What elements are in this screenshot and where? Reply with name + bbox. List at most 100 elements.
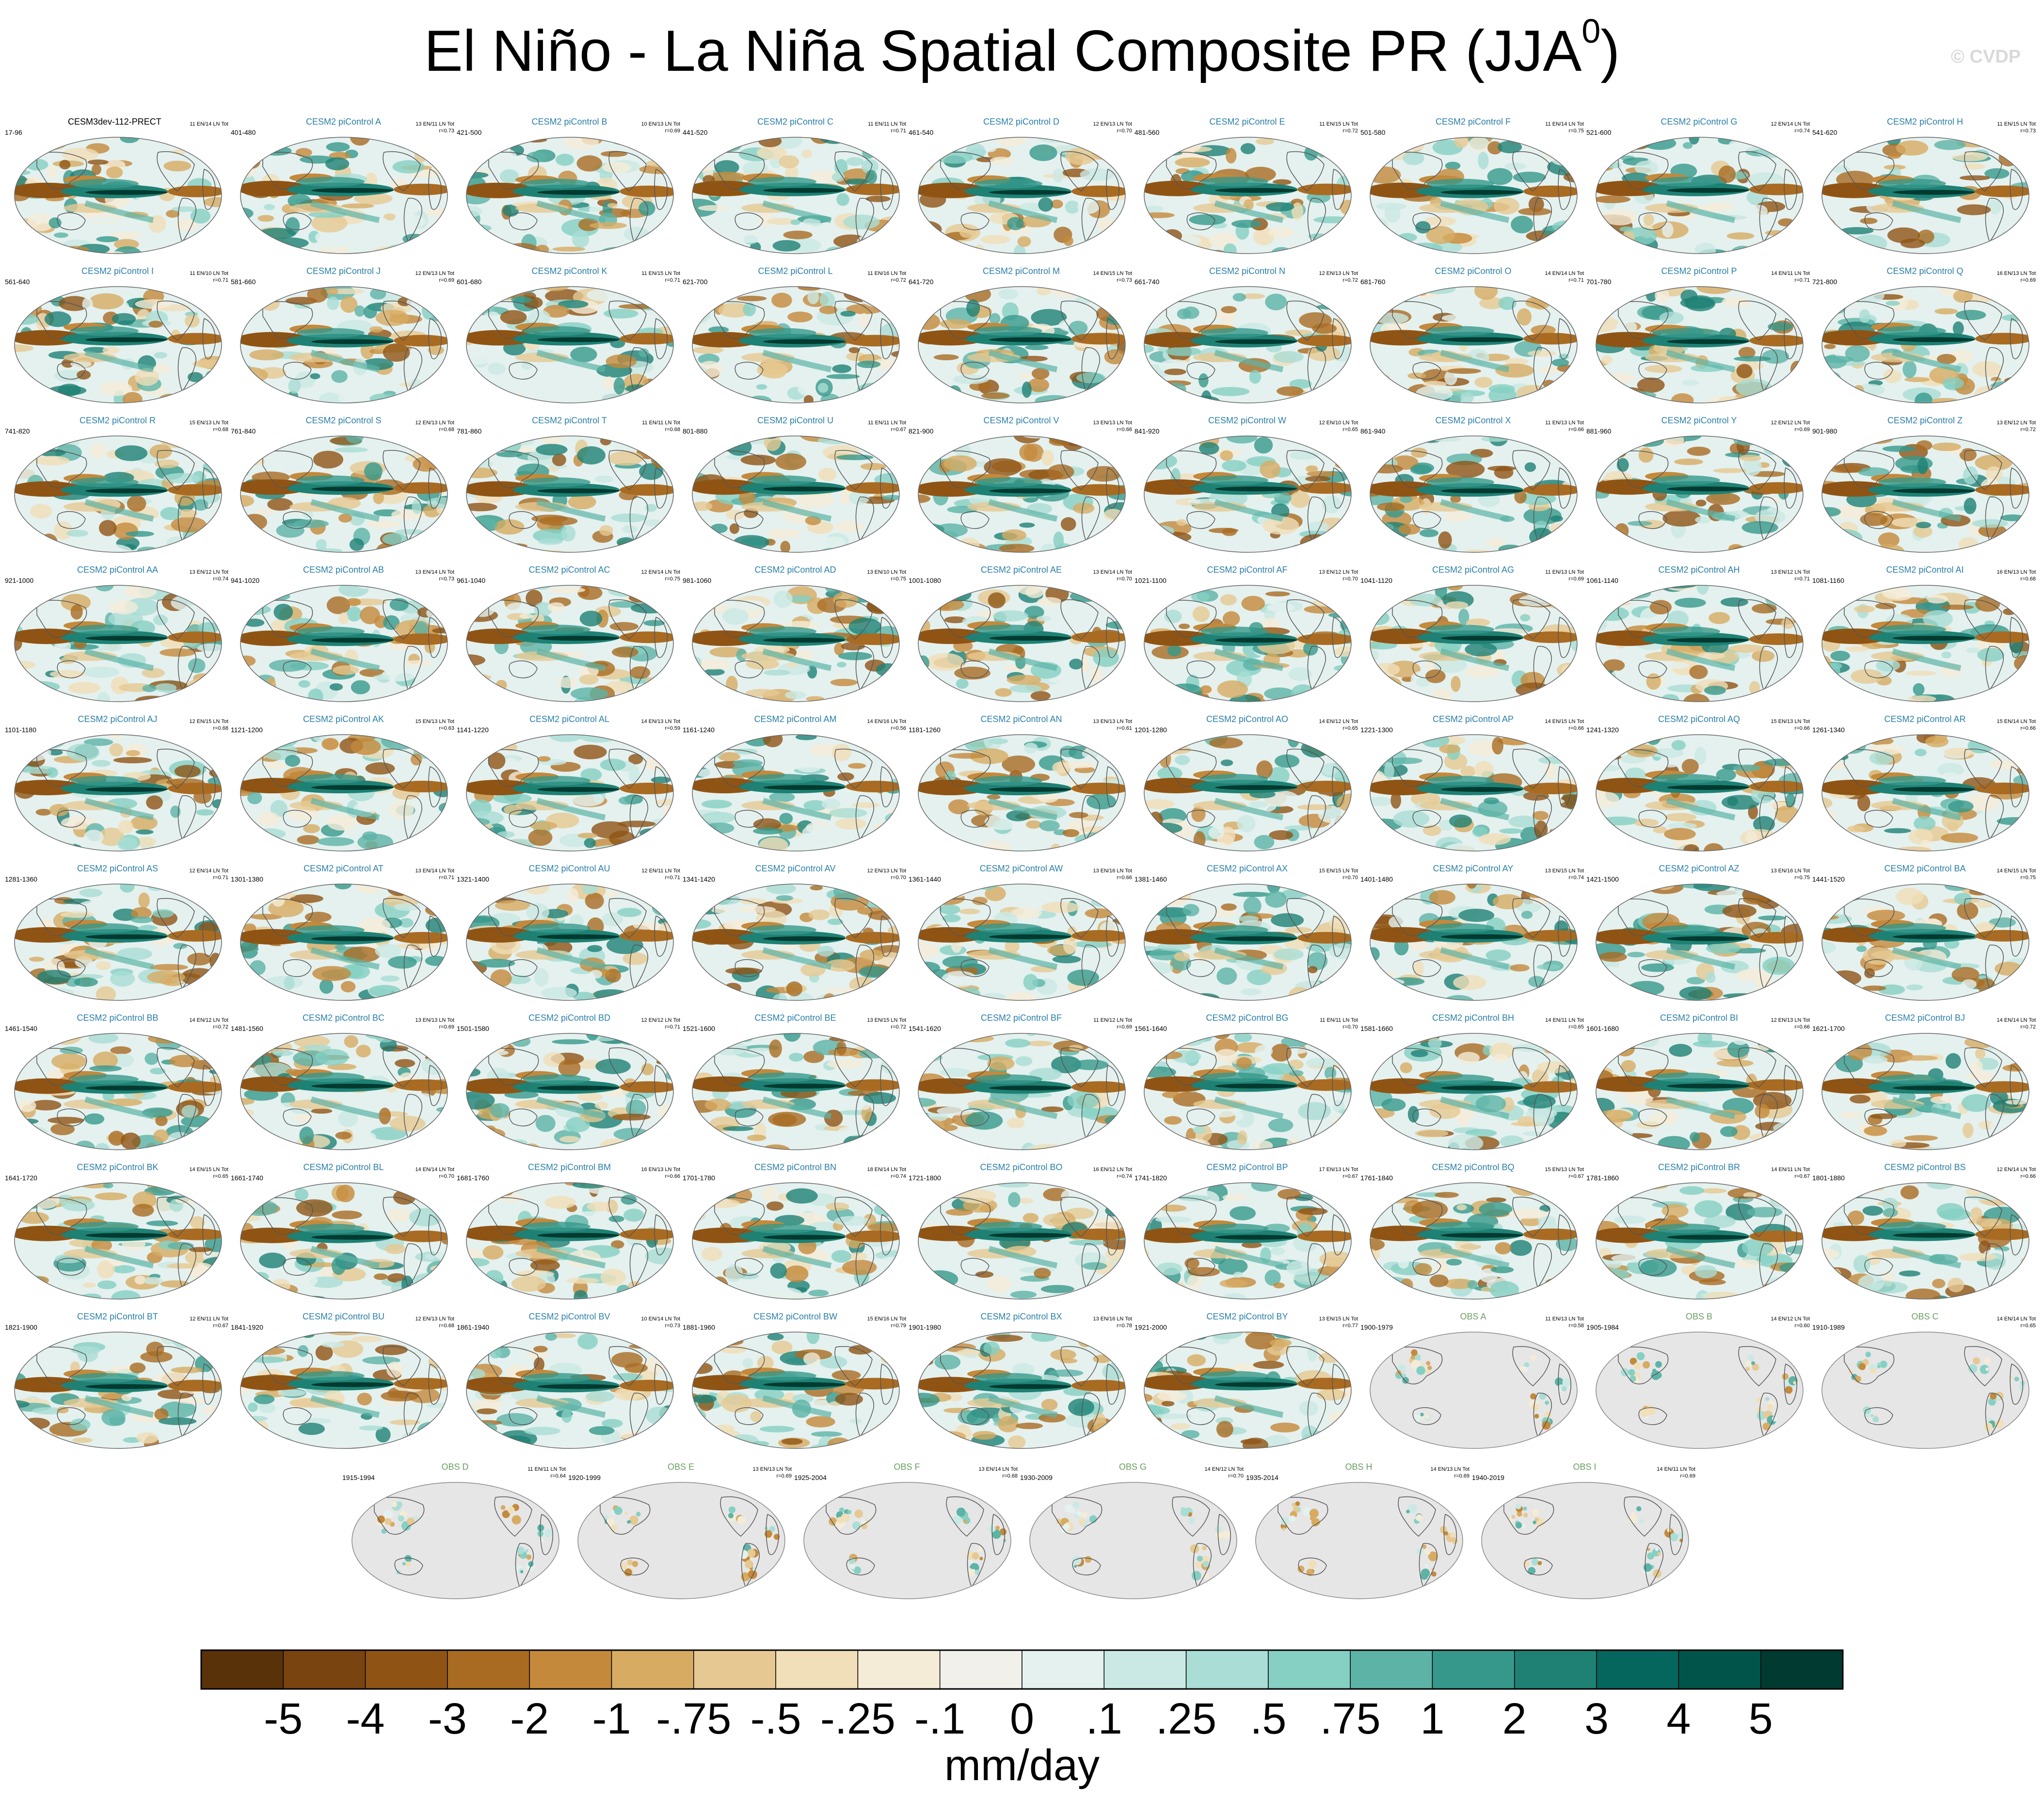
panel-stats: 12 EN/13 LN Tot r=0.70	[1093, 121, 1132, 134]
map-panel: 921-1000 CESM2 piControl AA 13 EN/12 LN To…	[5, 563, 230, 711]
panel-title: CESM2 piControl BJ	[1884, 1013, 1965, 1023]
panel-map	[1821, 137, 2029, 254]
panel-title: CESM2 piControl AR	[1884, 714, 1966, 724]
panel-stats: 13 EN/13 LN Tot r=0.61	[1093, 719, 1132, 731]
panel-stats: 13 EN/14 LN Tot r=0.71	[415, 868, 454, 881]
panel-period: 1841-1920	[231, 1323, 263, 1331]
panel-stats: 14 EN/12 LN Tot r=0.60	[1771, 1316, 1810, 1329]
panel-map	[918, 1182, 1126, 1300]
panel-title: CESM2 piControl T	[532, 416, 607, 425]
panel-stats: 14 EN/13 LN Tot r=0.59	[641, 719, 680, 731]
map-panel: 1940-2019 OBS I 14 EN/11 LN Tot r=0.69	[1472, 1460, 1697, 1608]
panel-period: 1641-1720	[5, 1174, 37, 1182]
map-panel: 681-760 CESM2 piControl O 14 EN/14 LN Tot …	[1360, 264, 1586, 413]
panel-map	[466, 734, 674, 852]
panel-title: CESM2 piControl AH	[1658, 565, 1740, 575]
panel-stats: 14 EN/11 LN Tot r=0.71	[1771, 271, 1810, 283]
panel-title: CESM2 piControl AG	[1432, 565, 1515, 575]
panel-stats: 13 EN/10 LN Tot r=0.75	[867, 569, 906, 582]
panel-map	[466, 1332, 674, 1449]
panel-map	[14, 286, 222, 403]
panel-stats: 12 EN/11 LN Tot r=0.71	[641, 868, 680, 881]
panel-stats: 11 EN/15 LN Tot r=0.73	[1997, 121, 2036, 134]
panel-map	[1370, 884, 1578, 1001]
panel-map	[692, 1182, 900, 1300]
panel-stats: 12 EN/10 LN Tot r=0.65	[1319, 420, 1358, 433]
panel-title: CESM2 piControl BL	[303, 1162, 384, 1172]
panel-stats: 16 EN/13 LN Tot r=0.66	[641, 1167, 680, 1179]
panel-stats: 11 EN/14 LN Tot	[190, 121, 228, 127]
panel-stats: 12 EN/12 LN Tot r=0.71	[641, 1017, 680, 1030]
panel-title: OBS D	[441, 1462, 469, 1472]
panel-map	[1596, 734, 1804, 852]
panel-period: 1821-1900	[5, 1323, 37, 1331]
map-panel: 501-580 CESM2 piControl F 11 EN/14 LN Tot …	[1360, 115, 1586, 263]
panel-period: 981-1060	[683, 577, 712, 584]
panel-map	[466, 884, 674, 1001]
panel-stats: 12 EN/15 LN Tot r=0.68	[189, 719, 228, 731]
panel-stats: 12 EN/13 LN Tot r=0.70	[867, 868, 906, 881]
panel-title: CESM2 piControl Y	[1661, 416, 1737, 425]
panel-stats: 13 EN/14 LN Tot r=0.73	[415, 569, 454, 582]
panel-title: CESM2 piControl AU	[528, 864, 610, 873]
panel-map	[1821, 1033, 2029, 1150]
panel-stats: 12 EN/14 LN Tot r=0.66	[1996, 1167, 2036, 1179]
panel-stats: 15 EN/13 LN Tot r=0.67	[1545, 1167, 1584, 1179]
panel-stats: 14 EN/16 LN Tot r=0.56	[867, 719, 906, 731]
panel-title: OBS H	[1345, 1462, 1373, 1472]
panel-title: CESM2 piControl AS	[77, 864, 159, 873]
panel-stats: 12 EN/13 LN Tot r=0.66	[1771, 1017, 1810, 1030]
panel-stats: 16 EN/13 LN Tot r=0.69	[1996, 271, 2036, 283]
panel-title: CESM2 piControl BQ	[1432, 1162, 1515, 1172]
map-panel: 941-1020 CESM2 piControl AB 13 EN/14 LN To…	[231, 563, 456, 711]
panel-map	[240, 137, 448, 254]
panel-period: 1481-1560	[231, 1025, 263, 1032]
panel-stats: 12 EN/12 LN Tot r=0.69	[1771, 420, 1810, 433]
panel-map	[692, 435, 900, 553]
map-panel: 1201-1280 CESM2 piControl AO 14 EN/12 LN T…	[1134, 712, 1360, 861]
map-panel: 541-620 CESM2 piControl H 11 EN/15 LN Tot …	[1812, 115, 2038, 263]
panel-period: 1935-2014	[1246, 1474, 1278, 1481]
panel-title: CESM2 piControl D	[983, 117, 1060, 127]
panel-map	[466, 585, 674, 702]
panel-stats: 14 EN/12 LN Tot r=0.65	[1319, 719, 1358, 731]
map-panel: 1861-1940 CESM2 piControl BV 10 EN/14 LN T…	[457, 1310, 682, 1458]
panel-stats: 13 EN/12 LN Tot r=0.70	[1319, 569, 1358, 582]
panel-period: 621-700	[683, 278, 708, 286]
panel-map	[918, 734, 1126, 852]
panel-map	[14, 137, 222, 254]
panel-title: CESM2 piControl N	[1209, 266, 1286, 276]
panel-stats: 12 EN/11 LN Tot r=0.67	[190, 1316, 228, 1329]
panel-stats: 14 EN/15 LN Tot r=0.73	[1093, 271, 1132, 283]
panel-map	[918, 1033, 1126, 1150]
map-panel: 1781-1860 CESM2 piControl BR 14 EN/11 LN T…	[1586, 1160, 1812, 1309]
panel-title: CESM2 piControl BB	[77, 1013, 159, 1023]
map-panel: 1161-1240 CESM2 piControl AM 14 EN/16 LN T…	[683, 712, 908, 861]
panel-stats: 15 EN/16 LN Tot r=0.79	[867, 1316, 906, 1329]
panel-map	[1370, 286, 1578, 403]
map-panel: 1921-2000 CESM2 piControl BY 13 EN/15 LN T…	[1134, 1310, 1360, 1458]
panel-title: CESM2 piControl G	[1661, 117, 1738, 127]
map-panel: 1905-1984 OBS B 14 EN/12 LN Tot r=0.60	[1586, 1310, 1812, 1458]
panel-map	[1596, 137, 1804, 254]
map-panel: 1915-1994 OBS D 11 EN/11 LN Tot r=0.64	[342, 1460, 568, 1608]
panel-period: 1441-1520	[1812, 875, 1845, 883]
panel-map	[692, 734, 900, 852]
map-panel: 401-480 CESM2 piControl A 13 EN/11 LN Tot …	[231, 115, 456, 263]
panel-period: 1221-1300	[1360, 726, 1393, 734]
panel-stats: 11 EN/12 LN Tot r=0.69	[1093, 1017, 1132, 1030]
panel-title: CESM2 piControl BK	[77, 1162, 159, 1172]
panel-map	[1821, 585, 2029, 702]
panel-map	[1821, 1332, 2029, 1449]
panel-title: CESM2 piControl BV	[528, 1312, 610, 1321]
panel-map	[466, 1182, 674, 1300]
panel-period: 901-980	[1812, 427, 1837, 435]
panel-stats: 14 EN/14 LN Tot r=0.65	[1996, 1316, 2036, 1329]
panel-stats: 13 EN/16 LN Tot r=0.75	[1771, 868, 1810, 881]
panel-title: CESM2 piControl BT	[77, 1312, 159, 1321]
panel-map	[692, 884, 900, 1001]
map-panel: 621-700 CESM2 piControl L 11 EN/16 LN Tot …	[683, 264, 908, 413]
panel-map	[918, 585, 1126, 702]
panel-period: 1181-1260	[909, 726, 941, 734]
map-panel: 1920-1999 OBS E 13 EN/13 LN Tot r=0.69	[568, 1460, 794, 1608]
